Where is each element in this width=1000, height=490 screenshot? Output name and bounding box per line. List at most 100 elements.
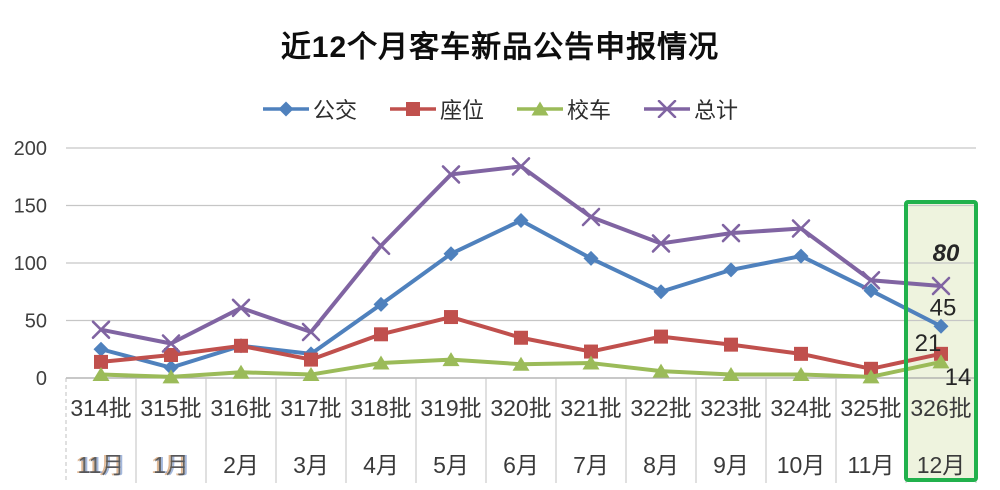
series-marker-bus [863, 283, 879, 299]
legend-label-total: 总计 [694, 98, 739, 123]
legend-x-glyph [657, 100, 677, 118]
series-marker-seat [444, 310, 458, 325]
series-marker-seat [584, 344, 598, 359]
x-axis-month-label-ghost: 1月 [155, 452, 191, 478]
series-marker-total [231, 298, 251, 318]
y-tick-label-50: 50 [25, 311, 47, 333]
x-axis-batch-label: 325批 [840, 395, 901, 421]
x-axis-month-label: 7月 [573, 452, 609, 478]
legend-item-bus: 公交 [262, 93, 357, 125]
x-axis-month-label: 12月 [917, 452, 966, 478]
series-line-bus [99, 218, 943, 370]
series-marker-seat [654, 329, 668, 344]
x-axis-month-label: 10月 [777, 452, 826, 478]
x-axis-batch-label: 322批 [630, 395, 691, 421]
x-axis-batch-label: 323批 [700, 395, 761, 421]
x-axis-month-label: 6月 [503, 452, 539, 478]
series-school [92, 352, 950, 384]
legend-square-glyph [405, 102, 420, 116]
legend-marker-seat-icon [389, 102, 436, 116]
series-marker-seat [864, 361, 878, 376]
series-marker-bus [443, 246, 459, 262]
series-marker-seat [304, 352, 318, 367]
series-marker-bus [723, 262, 739, 278]
x-axis-month-label-ghost: 11月 [80, 452, 127, 478]
series-bus [93, 212, 949, 376]
series-marker-school [792, 367, 810, 382]
series-marker-total [791, 219, 811, 238]
series-marker-bus [93, 341, 109, 357]
series-marker-school [232, 364, 250, 379]
legend-item-school: 校车 [516, 93, 611, 125]
legend-item-total: 总计 [643, 93, 738, 125]
series-total [91, 157, 951, 353]
series-marker-school [162, 369, 180, 384]
series-marker-seat [164, 348, 178, 362]
series-marker-total [441, 165, 461, 184]
x-axis-month-label: 11月 [78, 452, 125, 478]
y-tick-label-150: 150 [14, 196, 47, 218]
series-marker-seat [724, 337, 738, 352]
highlight-column-fill [906, 202, 976, 480]
y-tick-label-100: 100 [14, 253, 47, 275]
x-axis-batch-label: 320批 [490, 395, 551, 421]
series-marker-total [371, 236, 391, 256]
series-marker-seat [374, 327, 388, 342]
series-marker-total [511, 157, 531, 176]
x-axis-batch-label: 321批 [560, 395, 621, 421]
x-axis-batch-label: 315批 [140, 395, 201, 421]
legend-label-bus: 公交 [312, 98, 357, 123]
x-axis-batch-label: 314批 [70, 395, 131, 421]
legend-triangle-glyph [531, 101, 549, 116]
series-marker-school [932, 354, 950, 369]
chart-legend: 公交 座位 校车 总计 [0, 93, 1000, 125]
series-marker-total [161, 334, 181, 353]
series-marker-seat [934, 346, 948, 361]
data-label-school: 14 [945, 364, 972, 391]
series-marker-school [512, 356, 530, 371]
x-axis-month-label: 2月 [223, 452, 259, 478]
x-axis-batch-label: 326批 [910, 395, 971, 421]
series-marker-bus [583, 250, 599, 266]
x-axis-batch-label: 324批 [770, 395, 831, 421]
chart-title: 近12个月客车新品公告申报情况 [280, 31, 720, 64]
series-line-total [99, 164, 943, 346]
x-axis-month-label: 5月 [433, 452, 469, 478]
series-marker-seat [514, 330, 528, 345]
series-marker-total [91, 320, 111, 339]
y-tick-label-200: 200 [14, 138, 47, 160]
legend-item-seat: 座位 [389, 93, 484, 125]
series-marker-total [301, 322, 321, 342]
x-axis-month-label: 4月 [363, 452, 399, 478]
x-axis-batch-label: 318批 [350, 395, 411, 421]
series-marker-total [931, 276, 951, 296]
series-marker-school [582, 355, 600, 370]
series-marker-bus [163, 360, 179, 376]
series-marker-school [302, 367, 320, 382]
series-marker-school [442, 352, 460, 367]
x-axis-month-label: 1月 [153, 452, 189, 478]
series-marker-bus [793, 248, 809, 264]
series-marker-seat [794, 346, 808, 361]
series-marker-total [861, 270, 881, 290]
series-seat [94, 310, 948, 376]
legend-label-school: 校车 [567, 98, 612, 123]
legend-diamond-glyph [278, 101, 294, 117]
series-marker-bus [373, 296, 389, 312]
x-axis-month-label: 3月 [293, 452, 329, 478]
y-tick-label-0: 0 [36, 368, 47, 390]
legend-label-seat: 座位 [439, 98, 484, 123]
x-axis-month-label: 9月 [713, 452, 749, 478]
series-marker-bus [653, 284, 669, 300]
series-marker-total [581, 207, 601, 227]
series-marker-total [651, 234, 671, 253]
y-axis-labels: 0 50 100 150 200 [14, 138, 47, 390]
series-marker-school [92, 367, 110, 382]
data-label-bus: 45 [930, 294, 957, 321]
x-axis-batch-label: 317批 [280, 395, 341, 421]
series-marker-bus [513, 212, 529, 228]
data-label-total: 80 [933, 240, 960, 267]
series-marker-bus [933, 318, 949, 334]
